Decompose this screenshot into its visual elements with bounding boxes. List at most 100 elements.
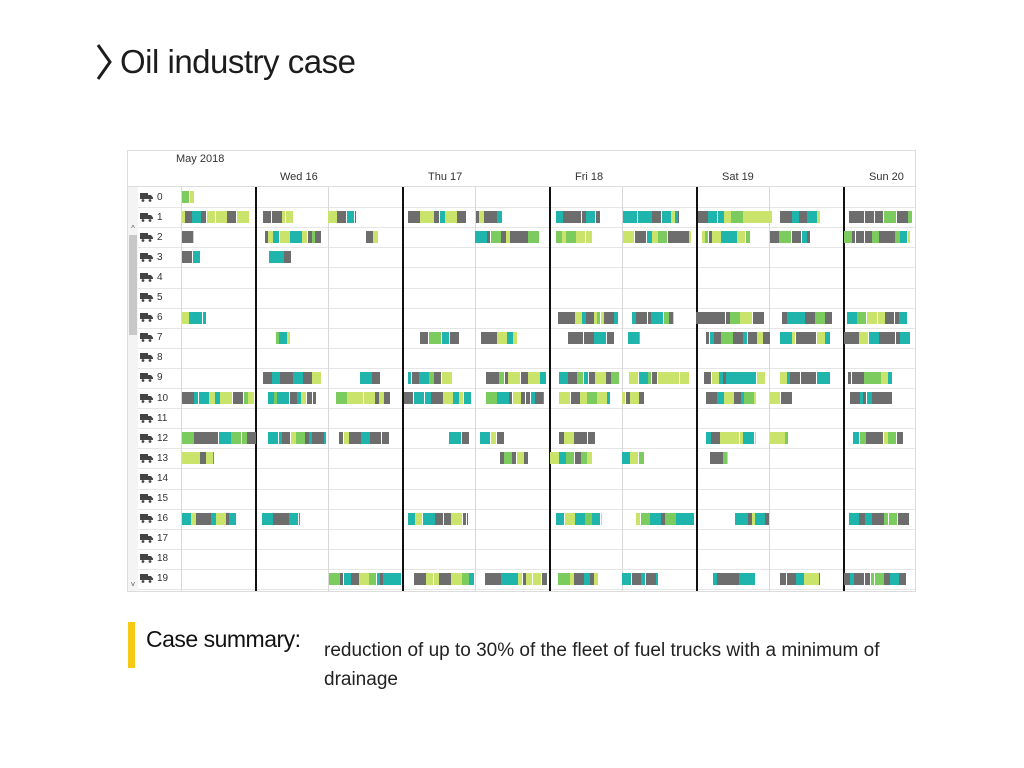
trip-segment[interactable] bbox=[866, 432, 871, 445]
trip-segment[interactable] bbox=[288, 371, 293, 384]
trip-segment[interactable] bbox=[480, 432, 490, 445]
trip-segment[interactable] bbox=[782, 311, 787, 324]
trip-segment[interactable] bbox=[431, 392, 443, 404]
trip-segment[interactable] bbox=[543, 392, 544, 404]
trip-segment[interactable] bbox=[849, 211, 852, 224]
trip-segment[interactable] bbox=[735, 432, 739, 445]
trip-segment[interactable] bbox=[872, 512, 884, 525]
trip-segment[interactable] bbox=[291, 432, 296, 445]
trip-segment[interactable] bbox=[194, 432, 206, 445]
trip-segment[interactable] bbox=[296, 371, 303, 384]
trip-segment[interactable] bbox=[867, 392, 872, 404]
trip-segment[interactable] bbox=[890, 572, 899, 585]
trip-segment[interactable] bbox=[881, 371, 888, 384]
trip-segment[interactable] bbox=[423, 512, 435, 525]
trip-segment[interactable] bbox=[604, 311, 609, 324]
trip-segment[interactable] bbox=[813, 371, 816, 384]
trip-segment[interactable] bbox=[668, 231, 675, 244]
trip-segment[interactable] bbox=[584, 331, 594, 344]
trip-segment[interactable] bbox=[435, 512, 443, 525]
trip-segment[interactable] bbox=[242, 432, 247, 445]
trip-segment[interactable] bbox=[499, 371, 504, 384]
trip-segment[interactable] bbox=[648, 371, 651, 384]
trip-segment[interactable] bbox=[872, 392, 884, 404]
trip-segment[interactable] bbox=[556, 512, 559, 525]
trip-segment[interactable] bbox=[200, 452, 206, 465]
trip-segment[interactable] bbox=[865, 231, 872, 244]
trip-segment[interactable] bbox=[497, 211, 502, 224]
truck-row-label[interactable]: 18 bbox=[140, 549, 168, 569]
trip-segment[interactable] bbox=[562, 231, 566, 244]
trip-segment[interactable] bbox=[646, 572, 656, 585]
trip-segment[interactable] bbox=[290, 231, 302, 244]
trip-segment[interactable] bbox=[815, 311, 825, 324]
trip-segment[interactable] bbox=[578, 512, 585, 525]
trip-segment[interactable] bbox=[336, 392, 347, 404]
trip-segment[interactable] bbox=[657, 211, 661, 224]
trip-segment[interactable] bbox=[590, 572, 594, 585]
trip-segment[interactable] bbox=[414, 572, 426, 585]
trip-segment[interactable] bbox=[635, 231, 646, 244]
trip-segment[interactable] bbox=[269, 251, 279, 264]
trip-segment[interactable] bbox=[384, 392, 390, 404]
trip-segment[interactable] bbox=[623, 231, 634, 244]
trip-segment[interactable] bbox=[415, 512, 422, 525]
trip-segment[interactable] bbox=[817, 331, 825, 344]
trip-segment[interactable] bbox=[456, 512, 462, 525]
truck-row-label[interactable]: 17 bbox=[140, 529, 168, 549]
trip-segment[interactable] bbox=[226, 512, 229, 525]
trip-segment[interactable] bbox=[885, 311, 889, 324]
trip-segment[interactable] bbox=[206, 432, 210, 445]
trip-segment[interactable] bbox=[526, 392, 530, 404]
trip-segment[interactable] bbox=[462, 432, 469, 445]
trip-segment[interactable] bbox=[570, 211, 581, 224]
trip-segment[interactable] bbox=[587, 452, 592, 465]
trip-segment[interactable] bbox=[229, 512, 236, 525]
trip-segment[interactable] bbox=[844, 331, 847, 344]
trip-segment[interactable] bbox=[290, 392, 297, 404]
trip-segment[interactable] bbox=[584, 371, 588, 384]
trip-segment[interactable] bbox=[196, 512, 204, 525]
trip-segment[interactable] bbox=[859, 331, 868, 344]
trip-segment[interactable] bbox=[297, 392, 301, 404]
trip-segment[interactable] bbox=[364, 392, 375, 404]
trip-segment[interactable] bbox=[286, 211, 293, 224]
trip-segment[interactable] bbox=[393, 572, 401, 585]
trip-segment[interactable] bbox=[247, 432, 256, 445]
trip-segment[interactable] bbox=[884, 392, 892, 404]
trip-segment[interactable] bbox=[324, 432, 326, 445]
trip-segment[interactable] bbox=[629, 371, 638, 384]
trip-segment[interactable] bbox=[678, 211, 679, 224]
trip-segment[interactable] bbox=[853, 432, 859, 445]
trip-segment[interactable] bbox=[639, 392, 643, 404]
trip-segment[interactable] bbox=[825, 331, 830, 344]
trip-segment[interactable] bbox=[510, 231, 520, 244]
trip-segment[interactable] bbox=[513, 331, 517, 344]
trip-segment[interactable] bbox=[571, 392, 580, 404]
truck-row-label[interactable]: 10 bbox=[140, 388, 168, 408]
trip-segment[interactable] bbox=[375, 392, 379, 404]
trip-segment[interactable] bbox=[626, 211, 637, 224]
trip-segment[interactable] bbox=[199, 392, 209, 404]
trip-segment[interactable] bbox=[708, 211, 714, 224]
trip-segment[interactable] bbox=[669, 311, 673, 324]
trip-segment[interactable] bbox=[817, 371, 825, 384]
trip-segment[interactable] bbox=[361, 432, 370, 445]
trip-segment[interactable] bbox=[523, 572, 526, 585]
trip-segment[interactable] bbox=[268, 392, 274, 404]
trip-segment[interactable] bbox=[513, 392, 521, 404]
trip-segment[interactable] bbox=[757, 311, 764, 324]
trip-segment[interactable] bbox=[467, 512, 468, 525]
trip-segment[interactable] bbox=[780, 211, 792, 224]
trip-segment[interactable] bbox=[721, 231, 725, 244]
trip-segment[interactable] bbox=[680, 371, 684, 384]
trip-segment[interactable] bbox=[585, 512, 592, 525]
trip-segment[interactable] bbox=[752, 512, 755, 525]
trip-segment[interactable] bbox=[507, 331, 513, 344]
trip-segment[interactable] bbox=[718, 211, 724, 224]
trip-segment[interactable] bbox=[597, 392, 607, 404]
trip-segment[interactable] bbox=[807, 231, 810, 244]
trip-segment[interactable] bbox=[340, 572, 343, 585]
trip-segment[interactable] bbox=[860, 231, 864, 244]
trip-segment[interactable] bbox=[884, 512, 888, 525]
